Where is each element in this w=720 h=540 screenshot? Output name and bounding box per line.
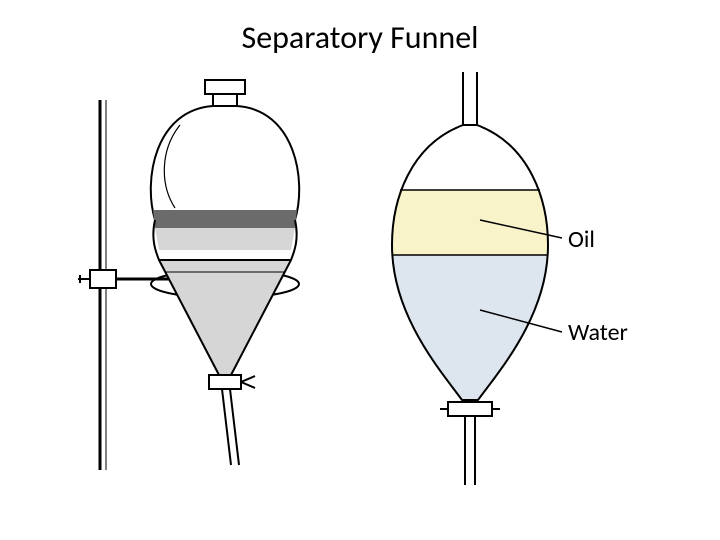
left-funnel-diagram [60,70,340,490]
diagram-container [0,70,720,540]
water-label: Water [568,318,628,347]
oil-label: Oil [568,225,595,254]
right-funnel-diagram [370,70,700,490]
page-title: Separatory Funnel [0,18,720,57]
